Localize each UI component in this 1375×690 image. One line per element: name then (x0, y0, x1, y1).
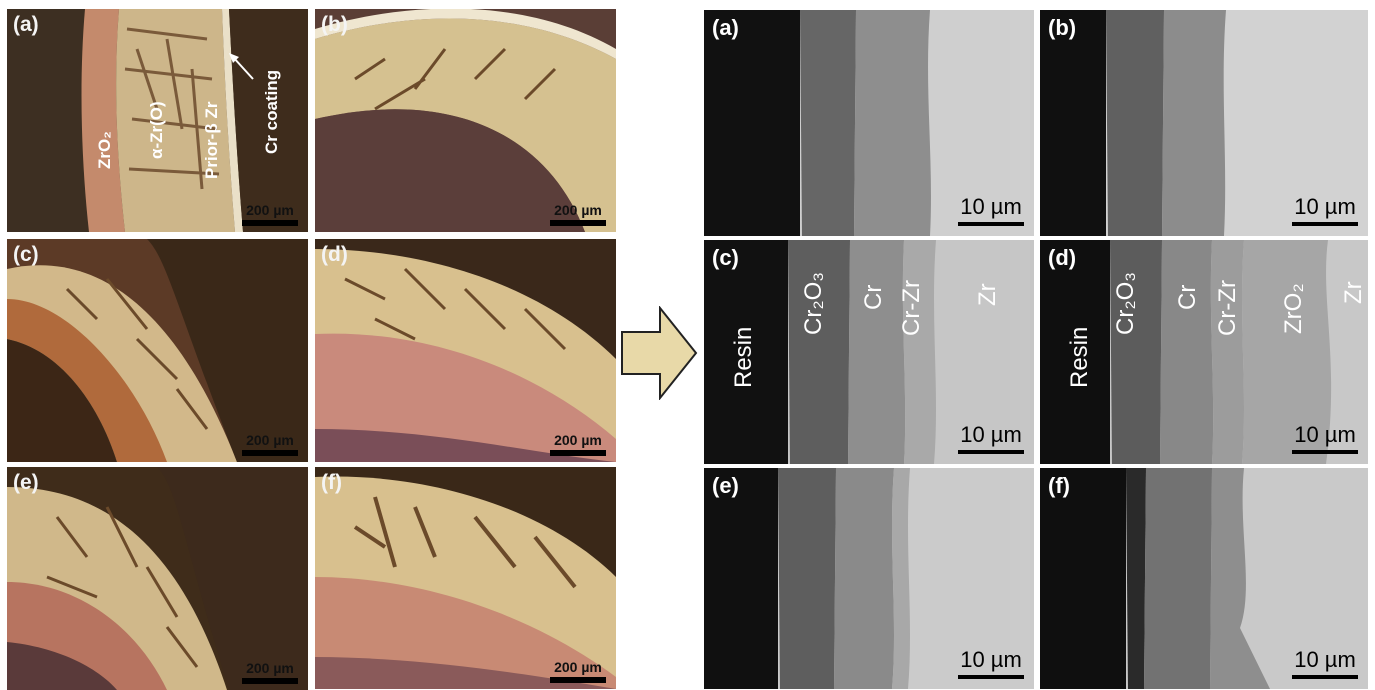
sem-panel-label: (c) (712, 245, 739, 270)
scale-bar-line (1292, 222, 1358, 226)
scale-bar: 10 µm (1292, 649, 1358, 679)
om-panel-label: (d) (321, 243, 348, 266)
cr-zr-layer-label: Cr-Zr (1214, 280, 1241, 336)
scale-bar-text: 200 µm (554, 432, 602, 448)
scale-bar-line (958, 222, 1024, 226)
om-panel-c: (c) 200 µm (7, 239, 308, 462)
cr-zr-layer-label: Cr-Zr (898, 280, 925, 336)
scale-bar: 10 µm (958, 424, 1024, 454)
om-panel-b: (b) 200 µm (315, 9, 616, 232)
right-arrow-icon (620, 305, 698, 401)
om-panel-f: (f) 200 µm (315, 467, 616, 689)
om-image-b (315, 9, 616, 232)
scale-bar-text: 10 µm (1294, 422, 1356, 447)
om-image-e (7, 467, 308, 690)
om-panel-d: (d) 200 µm (315, 239, 616, 462)
sem-panel-label: (e) (712, 473, 739, 498)
scale-bar: 10 µm (1292, 196, 1358, 226)
scale-bar-text: 10 µm (1294, 647, 1356, 672)
scale-bar: 200 µm (242, 203, 298, 226)
sem-image-b (1040, 10, 1368, 236)
om-panel-label: (f) (321, 471, 342, 494)
scale-bar-line (958, 450, 1024, 454)
scale-bar-line (550, 677, 606, 683)
cr2o3-layer-label: Cr₂O₃ (1112, 271, 1139, 335)
om-image-a (7, 9, 308, 232)
scale-bar: 200 µm (242, 433, 298, 456)
scale-bar-text: 10 µm (960, 422, 1022, 447)
scale-bar: 10 µm (958, 649, 1024, 679)
zro2-layer-label: ZrO₂ (1280, 283, 1307, 334)
resin-layer-label: Resin (1066, 326, 1093, 388)
scale-bar-text: 200 µm (246, 660, 294, 676)
om-panel-e: (e) 200 µm (7, 467, 308, 690)
alpha-zr-annotation: α-Zr(O) (147, 101, 166, 159)
zr-layer-label: Zr (1340, 281, 1367, 304)
sem-image-f (1040, 468, 1368, 689)
cr-layer-label: Cr (1174, 284, 1201, 310)
scale-bar: 10 µm (1292, 424, 1358, 454)
sem-image-c (704, 240, 1034, 464)
scale-bar-line (550, 450, 606, 456)
resin-layer-label: Resin (730, 326, 757, 388)
sem-panel-label: (a) (712, 15, 739, 40)
om-image-d (315, 239, 616, 462)
scale-bar-text: 200 µm (246, 202, 294, 218)
cr-coating-annotation-vertical: Cr coating (262, 69, 281, 154)
sem-image-e (704, 468, 1034, 689)
om-panel-a: (a) ZrO₂ α-Zr(O) Prior-β Zr Cr coating C… (7, 9, 308, 232)
scale-bar-line (242, 450, 298, 456)
cr-layer-label: Cr (860, 284, 887, 310)
scale-bar-line (1292, 675, 1358, 679)
scale-bar: 200 µm (550, 433, 606, 456)
om-panel-label: (b) (321, 13, 348, 36)
scale-bar-line (242, 220, 298, 226)
sem-panel-label: (f) (1048, 473, 1070, 498)
sem-panel-d: (d) Resin Cr₂O₃ Cr Cr-Zr ZrO₂ Zr 10 µm (1040, 240, 1368, 464)
sem-panel-label: (b) (1048, 15, 1077, 40)
scale-bar-text: 10 µm (1294, 194, 1356, 219)
scale-bar-text: 200 µm (554, 659, 602, 675)
sem-panel-e: (e) 10 µm (704, 468, 1034, 689)
scale-bar: 10 µm (958, 196, 1024, 226)
scale-bar-text: 200 µm (246, 432, 294, 448)
scale-bar-text: 10 µm (960, 194, 1022, 219)
sem-panel-f: (f) 10 µm (1040, 468, 1368, 689)
scale-bar-line (242, 678, 298, 684)
sem-panel-c: (c) Resin Cr₂O₃ Cr Cr-Zr Zr 10 µm (704, 240, 1034, 464)
sem-panel-a: (a) 10 µm (704, 10, 1034, 236)
om-panel-label: (e) (13, 471, 39, 494)
scale-bar-line (1292, 450, 1358, 454)
om-image-c (7, 239, 308, 462)
sem-image-d (1040, 240, 1368, 464)
zro2-annotation: ZrO₂ (95, 131, 114, 169)
scale-bar: 200 µm (242, 661, 298, 684)
cr2o3-layer-label: Cr₂O₃ (800, 271, 827, 335)
om-panel-label: (a) (13, 13, 39, 36)
sem-panel-b: (b) 10 µm (1040, 10, 1368, 236)
sem-panel-label: (d) (1048, 245, 1077, 270)
om-image-f (315, 467, 616, 689)
zr-layer-label: Zr (974, 283, 1001, 306)
scale-bar: 200 µm (550, 660, 606, 683)
scale-bar-line (958, 675, 1024, 679)
prior-beta-zr-annotation: Prior-β Zr (202, 101, 221, 179)
scale-bar-line (550, 220, 606, 226)
scale-bar-text: 10 µm (960, 647, 1022, 672)
scale-bar: 200 µm (550, 203, 606, 226)
om-panel-label: (c) (13, 243, 39, 266)
scale-bar-text: 200 µm (554, 202, 602, 218)
sem-image-a (704, 10, 1034, 236)
